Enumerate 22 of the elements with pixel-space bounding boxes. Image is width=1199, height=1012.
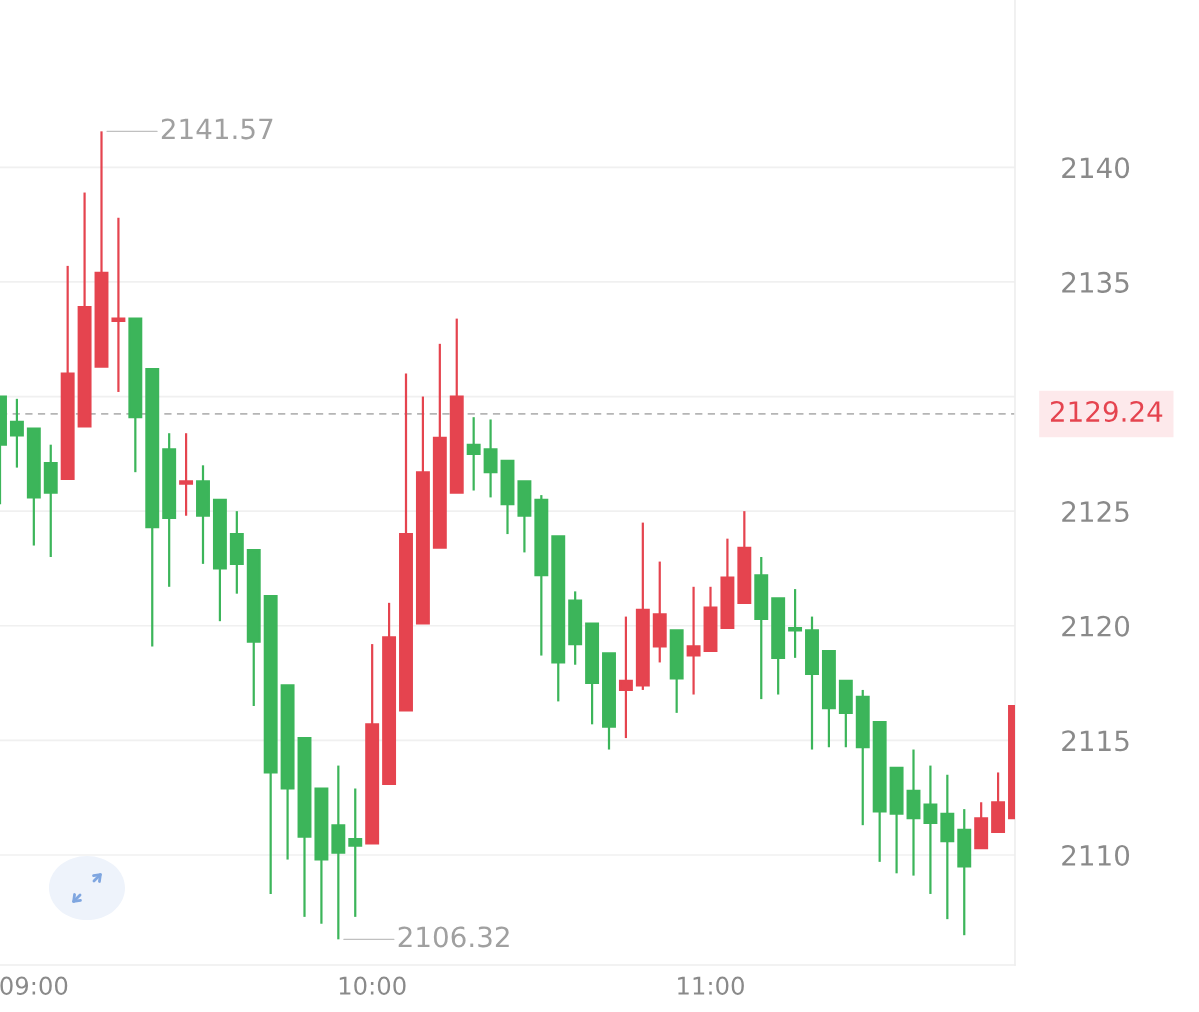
candlestick	[618, 615, 633, 740]
candlestick	[466, 416, 481, 492]
ref-line-label: 2129.24	[1050, 401, 1163, 423]
x-tick-label: 09:00	[0, 976, 68, 995]
candlestick	[923, 764, 938, 896]
candlestick	[686, 585, 701, 696]
y-tick-label: 2120	[1062, 615, 1130, 637]
y-tick-label: 2140	[1062, 157, 1130, 179]
candlestick	[348, 787, 363, 918]
candlestick	[9, 397, 24, 469]
x-tick-label: 11:00	[678, 976, 744, 995]
x-tick-label: 10:00	[339, 976, 406, 995]
candlestick	[179, 432, 194, 517]
annotation: 2141.57	[161, 118, 273, 140]
annotation: 2106.32	[398, 926, 509, 948]
y-tick-label: 2125	[1062, 501, 1129, 523]
y-tick-label: 2110	[1062, 844, 1130, 866]
y-tick-label: 2115	[1062, 730, 1129, 752]
candlestick	[483, 418, 498, 499]
candlestick	[788, 587, 803, 659]
candlestick	[111, 216, 126, 394]
y-tick-label: 2135	[1062, 271, 1129, 293]
